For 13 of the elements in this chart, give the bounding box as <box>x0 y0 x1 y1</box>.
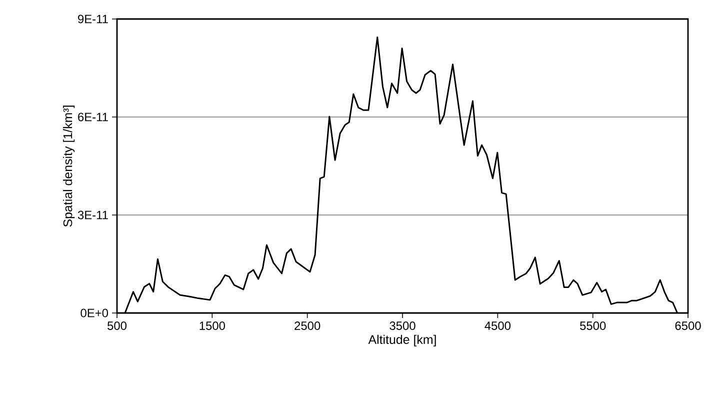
x-tick-label: 3500 <box>390 322 416 330</box>
x-tick-label: 6500 <box>675 322 701 330</box>
x-tick-label: 4500 <box>484 322 511 330</box>
x-tick-label: 500 <box>108 322 127 330</box>
y-axis-title: Spatial density [1/km³] <box>63 106 75 227</box>
x-tick-label: 5500 <box>580 322 606 330</box>
y-tick-label: 0E+0 <box>80 308 108 318</box>
y-tick-label: 3E-11 <box>78 210 108 220</box>
y-tick-label: 6E-11 <box>78 112 108 122</box>
x-tick-label: 1500 <box>200 322 226 330</box>
y-tick-label: 9E-11 <box>78 14 108 24</box>
x-axis-title: Altitude [km] <box>368 334 436 346</box>
x-tick-label: 2500 <box>294 322 320 330</box>
